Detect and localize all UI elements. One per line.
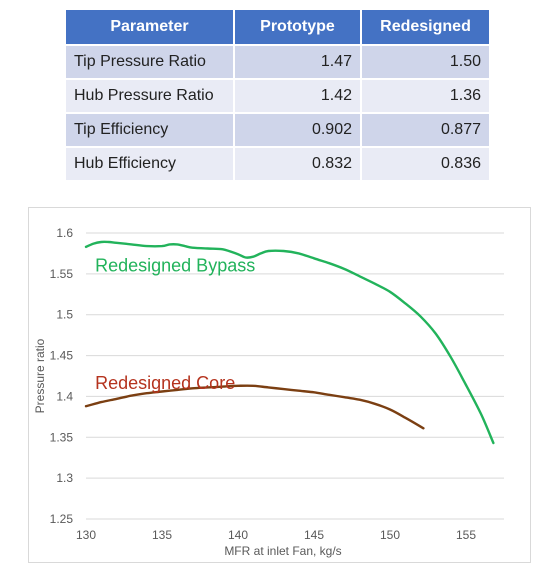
table-row: Hub Pressure Ratio 1.42 1.36 — [66, 78, 489, 113]
row-redesigned-value: 1.50 — [361, 44, 489, 79]
x-tick-label: 140 — [228, 528, 248, 542]
annotation-label: Redesigned Bypass — [95, 255, 255, 275]
header-parameter: Parameter — [66, 10, 235, 45]
y-tick-label: 1.25 — [50, 512, 74, 526]
header-redesigned: Redesigned — [361, 10, 489, 45]
row-parameter: Hub Efficiency — [66, 146, 235, 180]
x-tick-label: 130 — [76, 528, 96, 542]
pressure-ratio-chart: 1.25 1.3 1.35 1.4 1.45 1.5 1.55 1.6 130 135 140 145… — [28, 207, 531, 563]
row-redesigned-value: 0.836 — [361, 146, 489, 180]
parameter-table: Parameter Prototype Redesigned Tip Press… — [66, 10, 489, 180]
table-row: Hub Efficiency 0.832 0.836 — [66, 146, 489, 180]
x-tick-label: 135 — [152, 528, 172, 542]
table-header-row: Parameter Prototype Redesigned — [66, 10, 489, 45]
row-prototype-value: 0.902 — [234, 112, 362, 147]
row-parameter: Hub Pressure Ratio — [66, 78, 235, 113]
y-tick-label: 1.6 — [56, 226, 73, 240]
table-row: Tip Efficiency 0.902 0.877 — [66, 112, 489, 147]
row-prototype-value: 1.42 — [234, 78, 362, 113]
y-tick-label: 1.35 — [50, 430, 74, 444]
y-tick-label: 1.3 — [56, 471, 73, 485]
header-prototype: Prototype — [234, 10, 362, 45]
row-prototype-value: 1.47 — [234, 44, 362, 79]
y-tick-label: 1.5 — [56, 308, 73, 322]
row-parameter: Tip Efficiency — [66, 112, 235, 147]
annotation-label: Redesigned Core — [95, 373, 235, 393]
row-redesigned-value: 0.877 — [361, 112, 489, 147]
x-tick-label: 145 — [304, 528, 324, 542]
y-axis-title: Pressure ratio — [33, 338, 47, 413]
y-tick-label: 1.4 — [56, 389, 73, 403]
x-axis-title: MFR at inlet Fan, kg/s — [224, 544, 341, 558]
table-row: Tip Pressure Ratio 1.47 1.50 — [66, 44, 489, 79]
row-prototype-value: 0.832 — [234, 146, 362, 180]
row-redesigned-value: 1.36 — [361, 78, 489, 113]
x-tick-label: 150 — [380, 528, 400, 542]
y-tick-label: 1.45 — [50, 349, 74, 363]
x-tick-label: 155 — [456, 528, 476, 542]
series-line-redesigned-core — [84, 384, 425, 430]
y-tick-label: 1.55 — [50, 267, 74, 281]
series-line-redesigned-bypass — [84, 240, 495, 445]
chart-canvas: 1.25 1.3 1.35 1.4 1.45 1.5 1.55 1.6 130 135 140 145… — [33, 226, 504, 558]
row-parameter: Tip Pressure Ratio — [66, 44, 235, 79]
